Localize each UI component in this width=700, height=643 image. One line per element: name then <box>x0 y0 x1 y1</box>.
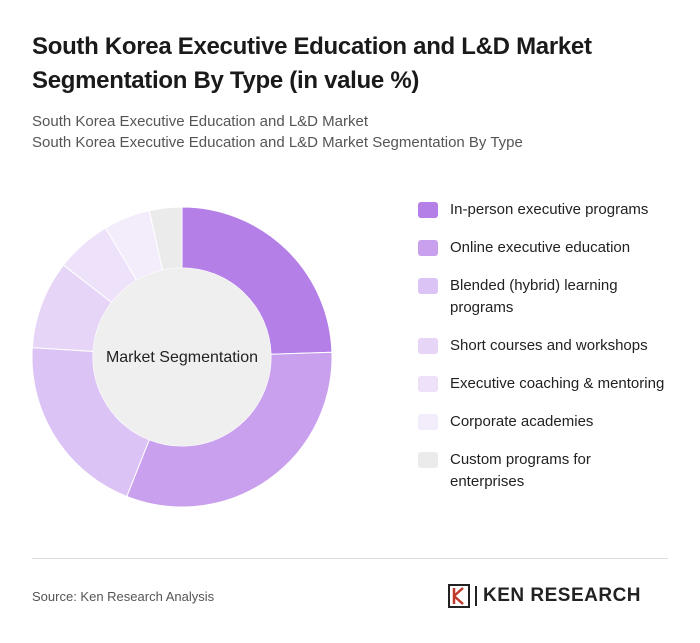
legend-item: Short courses and workshops <box>418 335 668 357</box>
legend-item: Custom programs for enterprises <box>418 449 668 493</box>
divider <box>32 558 668 559</box>
legend-item: Online executive education <box>418 237 668 259</box>
legend-swatch <box>418 338 438 354</box>
center-label: Market Segmentation <box>106 349 258 366</box>
donut-chart: Market Segmentation <box>31 206 333 508</box>
legend-item: Executive coaching & mentoring <box>418 373 668 395</box>
legend: In-person executive programs Online execu… <box>418 199 668 493</box>
chart-title: South Korea Executive Education and L&D … <box>32 33 592 94</box>
legend-label: Custom programs for enterprises <box>450 451 591 490</box>
legend-label: Corporate academies <box>450 413 594 430</box>
legend-item: In-person executive programs <box>418 199 668 221</box>
logo-bar <box>475 586 477 606</box>
legend-label: Online executive education <box>450 239 631 256</box>
logo: KEN RESEARCH <box>448 584 641 608</box>
legend-label: In-person executive programs <box>450 201 649 218</box>
legend-swatch <box>418 278 438 294</box>
legend-swatch <box>418 376 438 392</box>
donut-hole <box>93 268 271 446</box>
legend-label: Blended (hybrid) learning programs <box>450 277 618 316</box>
source: Source: Ken Research Analysis <box>32 589 215 604</box>
subtitle: South Korea Executive Education and L&D … <box>32 134 523 151</box>
legend-swatch <box>418 414 438 430</box>
logo-text: KEN RESEARCH <box>483 585 642 606</box>
legend-label: Short courses and workshops <box>450 337 648 354</box>
logo-icon <box>448 584 470 608</box>
legend-swatch <box>418 202 438 218</box>
legend-swatch <box>418 452 438 468</box>
subtitle: South Korea Executive Education and L&D … <box>32 113 369 130</box>
legend-swatch <box>418 240 438 256</box>
legend-item: Blended (hybrid) learning programs <box>418 275 668 319</box>
legend-item: Corporate academies <box>418 411 668 433</box>
legend-label: Executive coaching & mentoring <box>450 375 665 392</box>
